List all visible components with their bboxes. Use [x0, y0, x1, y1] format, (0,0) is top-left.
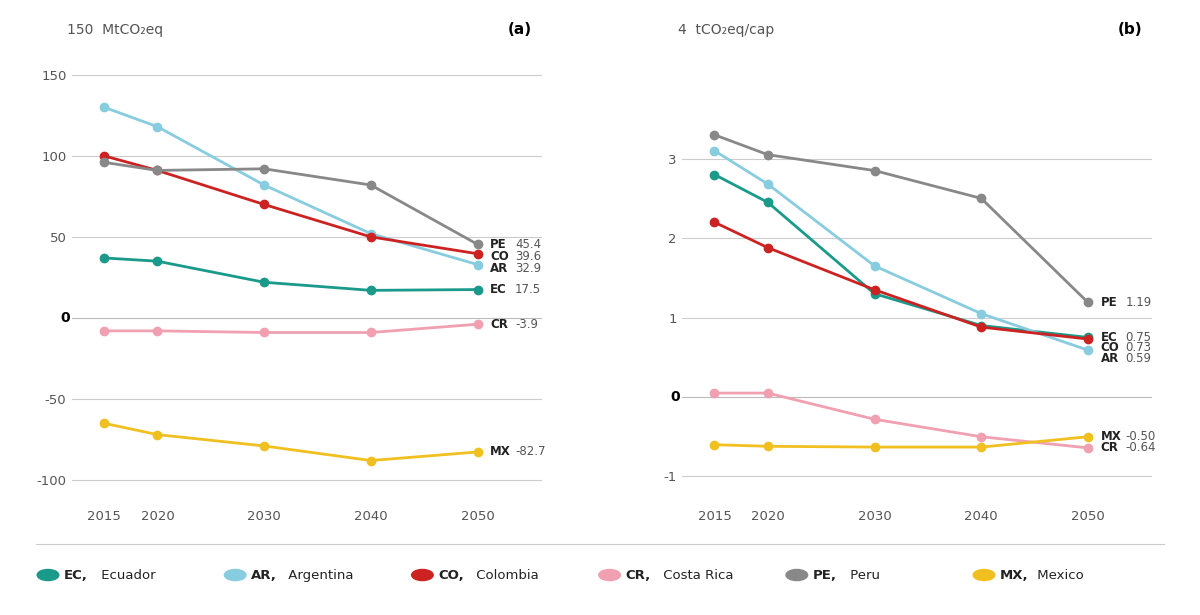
Text: -0.50: -0.50 — [1126, 430, 1156, 443]
Text: AR: AR — [1100, 352, 1120, 365]
Text: MX: MX — [491, 445, 511, 458]
Text: EC: EC — [491, 283, 508, 296]
Text: 4  tCO₂eq/cap: 4 tCO₂eq/cap — [678, 23, 774, 38]
Text: MX: MX — [1100, 430, 1122, 443]
Text: -3.9: -3.9 — [515, 318, 538, 331]
Text: 0: 0 — [671, 390, 680, 404]
Text: Ecuador: Ecuador — [97, 568, 156, 582]
Text: Mexico: Mexico — [1033, 568, 1084, 582]
Text: MX,: MX, — [1000, 568, 1028, 582]
Text: 39.6: 39.6 — [515, 250, 541, 263]
Text: (a): (a) — [508, 22, 532, 38]
Text: 17.5: 17.5 — [515, 283, 541, 296]
Text: 1.19: 1.19 — [1126, 296, 1152, 309]
Text: 0.59: 0.59 — [1126, 352, 1151, 365]
Text: EC: EC — [1100, 331, 1117, 344]
Text: 150  MtCO₂eq: 150 MtCO₂eq — [67, 23, 163, 38]
Text: Colombia: Colombia — [472, 568, 539, 582]
Text: 45.4: 45.4 — [515, 238, 541, 251]
Text: Peru: Peru — [846, 568, 880, 582]
Text: AR: AR — [491, 262, 509, 275]
Text: 0.75: 0.75 — [1126, 331, 1151, 344]
Text: Costa Rica: Costa Rica — [659, 568, 733, 582]
Text: CO: CO — [1100, 341, 1120, 354]
Text: CO,: CO, — [438, 568, 463, 582]
Text: Argentina: Argentina — [284, 568, 354, 582]
Text: 0: 0 — [60, 311, 70, 325]
Text: CR: CR — [1100, 442, 1118, 454]
Text: 32.9: 32.9 — [515, 262, 541, 275]
Text: -82.7: -82.7 — [515, 445, 545, 458]
Text: CR: CR — [491, 318, 509, 331]
Text: PE: PE — [491, 238, 506, 251]
Text: PE: PE — [1100, 296, 1117, 309]
Text: -0.64: -0.64 — [1126, 442, 1156, 454]
Text: 0.73: 0.73 — [1126, 341, 1151, 354]
Text: CR,: CR, — [625, 568, 650, 582]
Text: PE,: PE, — [812, 568, 836, 582]
Text: EC,: EC, — [64, 568, 88, 582]
Text: AR,: AR, — [251, 568, 277, 582]
Text: (b): (b) — [1118, 22, 1142, 38]
Text: CO: CO — [491, 250, 509, 263]
